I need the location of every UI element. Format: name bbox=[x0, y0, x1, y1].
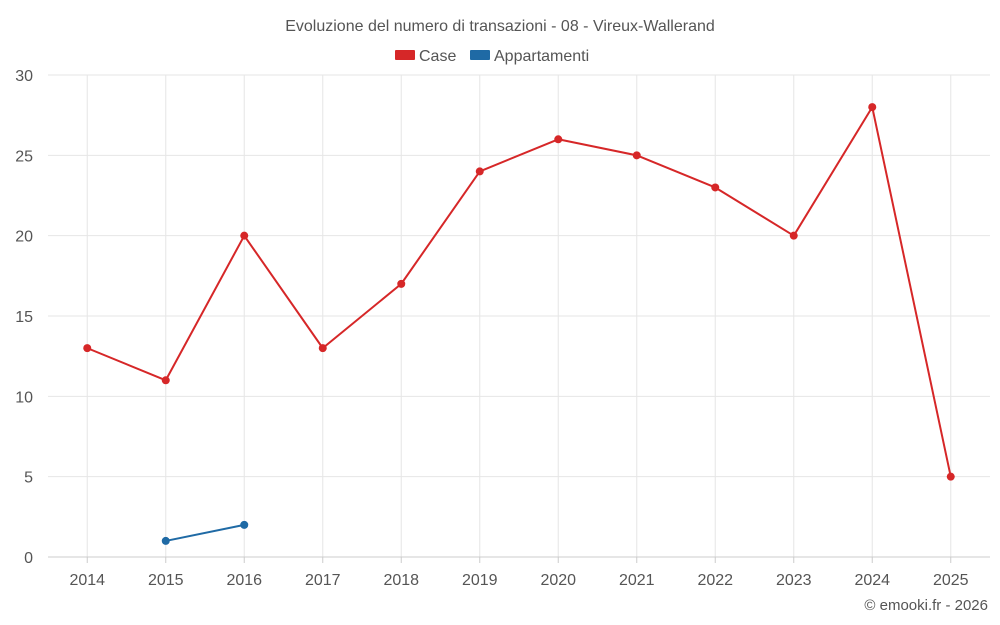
x-tick-label: 2015 bbox=[148, 572, 184, 589]
series-line-appartamenti bbox=[165, 523, 245, 542]
legend-item-appartamenti[interactable]: Appartamenti bbox=[470, 48, 589, 65]
data-point-case[interactable] bbox=[868, 103, 877, 112]
x-tick-label: 2019 bbox=[462, 572, 498, 589]
x-tick-label: 2017 bbox=[305, 572, 341, 589]
data-point-appartamenti[interactable] bbox=[161, 536, 170, 545]
legend[interactable]: Case Appartamenti bbox=[395, 48, 589, 65]
legend-label: Appartamenti bbox=[494, 48, 589, 65]
data-point-case[interactable] bbox=[83, 344, 92, 353]
data-point-case[interactable] bbox=[318, 344, 327, 353]
x-tick-label: 2025 bbox=[933, 572, 969, 589]
x-axis: 2014 2015 2016 2017 2018 2019 2020 2021 2022 2023… bbox=[48, 556, 990, 589]
y-tick-label: 25 bbox=[15, 148, 33, 165]
y-axis: 0 5 10 15 20 25 30 bbox=[15, 68, 33, 567]
y-tick-label: 15 bbox=[15, 309, 33, 326]
legend-swatch bbox=[395, 50, 415, 60]
x-tick-label: 2018 bbox=[383, 572, 419, 589]
data-point-case[interactable] bbox=[632, 151, 641, 160]
legend-swatch bbox=[470, 50, 490, 60]
x-tick-label: 2022 bbox=[697, 572, 733, 589]
series-layer bbox=[83, 103, 955, 545]
data-point-case[interactable] bbox=[240, 231, 249, 240]
y-tick-label: 20 bbox=[15, 229, 33, 246]
y-tick-label: 10 bbox=[15, 389, 33, 406]
chart-title: Evoluzione del numero di transazioni - 0… bbox=[285, 18, 715, 35]
data-point-case[interactable] bbox=[946, 472, 955, 481]
x-tick-label: 2014 bbox=[69, 572, 105, 589]
y-tick-label: 0 bbox=[24, 550, 33, 567]
legend-label: Case bbox=[419, 48, 456, 65]
x-tick-label: 2021 bbox=[619, 572, 655, 589]
data-point-case[interactable] bbox=[161, 376, 170, 385]
legend-item-case[interactable]: Case bbox=[395, 48, 456, 65]
data-point-case[interactable] bbox=[475, 167, 484, 176]
data-point-case[interactable] bbox=[397, 279, 406, 288]
data-point-case[interactable] bbox=[711, 183, 720, 192]
series-line-case bbox=[86, 106, 952, 477]
x-tick-label: 2016 bbox=[226, 572, 262, 589]
y-tick-label: 5 bbox=[24, 470, 33, 487]
x-tick-label: 2024 bbox=[854, 572, 890, 589]
credit-text: © emooki.fr - 2026 bbox=[864, 597, 988, 614]
x-tick-label: 2023 bbox=[776, 572, 812, 589]
y-tick-label: 30 bbox=[15, 68, 33, 85]
data-point-case[interactable] bbox=[554, 135, 563, 144]
data-point-appartamenti[interactable] bbox=[240, 520, 249, 529]
data-point-case[interactable] bbox=[789, 231, 798, 240]
x-tick-label: 2020 bbox=[540, 572, 576, 589]
